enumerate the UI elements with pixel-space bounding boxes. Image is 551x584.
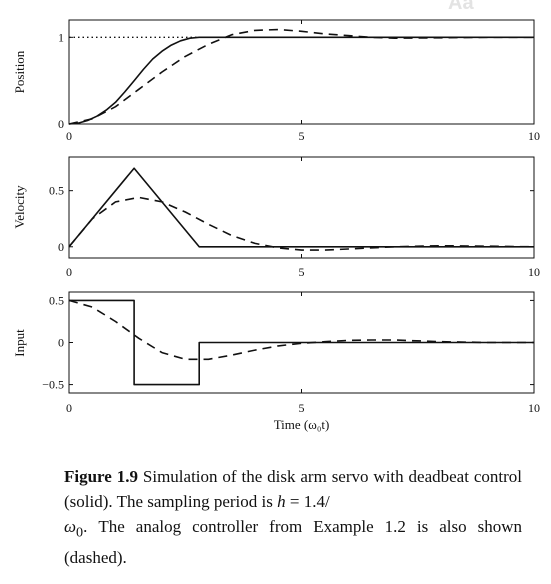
dashed-series-line	[68, 196, 535, 251]
caption-text-2: . The analog controller from Example 1.2…	[64, 517, 522, 568]
y-axis-label: Input	[12, 329, 27, 357]
x-tick-label: 10	[528, 265, 540, 279]
solid-series-line	[68, 36, 534, 125]
y-tick-label: 0.5	[49, 184, 64, 198]
caption-omega: ω	[64, 517, 77, 536]
figure-caption: Figure 1.9 Simulation of the disk arm se…	[64, 464, 522, 570]
y-tick-label: 1	[58, 30, 64, 44]
caption-h-value: = 1.4/	[285, 492, 330, 511]
x-tick-label: 5	[299, 129, 305, 143]
y-tick-label: 0	[58, 240, 64, 254]
caption-label: Figure 1.9	[64, 467, 138, 486]
caption-text-1: Simulation of the disk arm servo with de…	[64, 467, 522, 511]
chart-panel-position: 0 5 10 0 1 Position	[12, 19, 540, 143]
y-tick-label: 0.5	[49, 293, 64, 307]
plot-frame	[68, 19, 535, 125]
y-tick-label: 0	[58, 117, 64, 131]
x-tick-label: 5	[299, 401, 305, 415]
caption-omega-sub: 0	[76, 524, 84, 541]
solid-series-line	[69, 299, 534, 386]
solid-series-line	[68, 167, 534, 248]
x-tick-label: 0	[66, 129, 72, 143]
x-tick-label: 0	[66, 265, 72, 279]
y-tick-label: 0	[58, 336, 64, 350]
x-tick-label: 0	[66, 401, 72, 415]
dashed-series-line	[68, 299, 534, 361]
x-tick-label: 10	[528, 401, 540, 415]
caption-h-symbol: h	[277, 492, 286, 511]
x-tick-label: 10	[528, 129, 540, 143]
y-axis-label: Position	[12, 50, 27, 93]
watermark: Aa	[448, 0, 474, 14]
plot-frame	[68, 156, 535, 259]
y-tick-label: −0.5	[42, 378, 64, 392]
dashed-series-line	[68, 28, 534, 125]
x-tick-label: 5	[299, 265, 305, 279]
x-axis-label: Time (ω₀t)	[274, 417, 330, 432]
y-axis-label: Velocity	[12, 185, 27, 229]
chart-panel-velocity: 0 5 10 0 0.5 Velocity	[12, 156, 540, 279]
